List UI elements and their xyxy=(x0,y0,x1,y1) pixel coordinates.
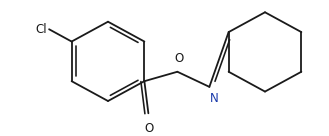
Text: Cl: Cl xyxy=(36,23,47,36)
Text: O: O xyxy=(175,52,184,65)
Text: O: O xyxy=(145,122,154,135)
Text: N: N xyxy=(210,92,219,105)
